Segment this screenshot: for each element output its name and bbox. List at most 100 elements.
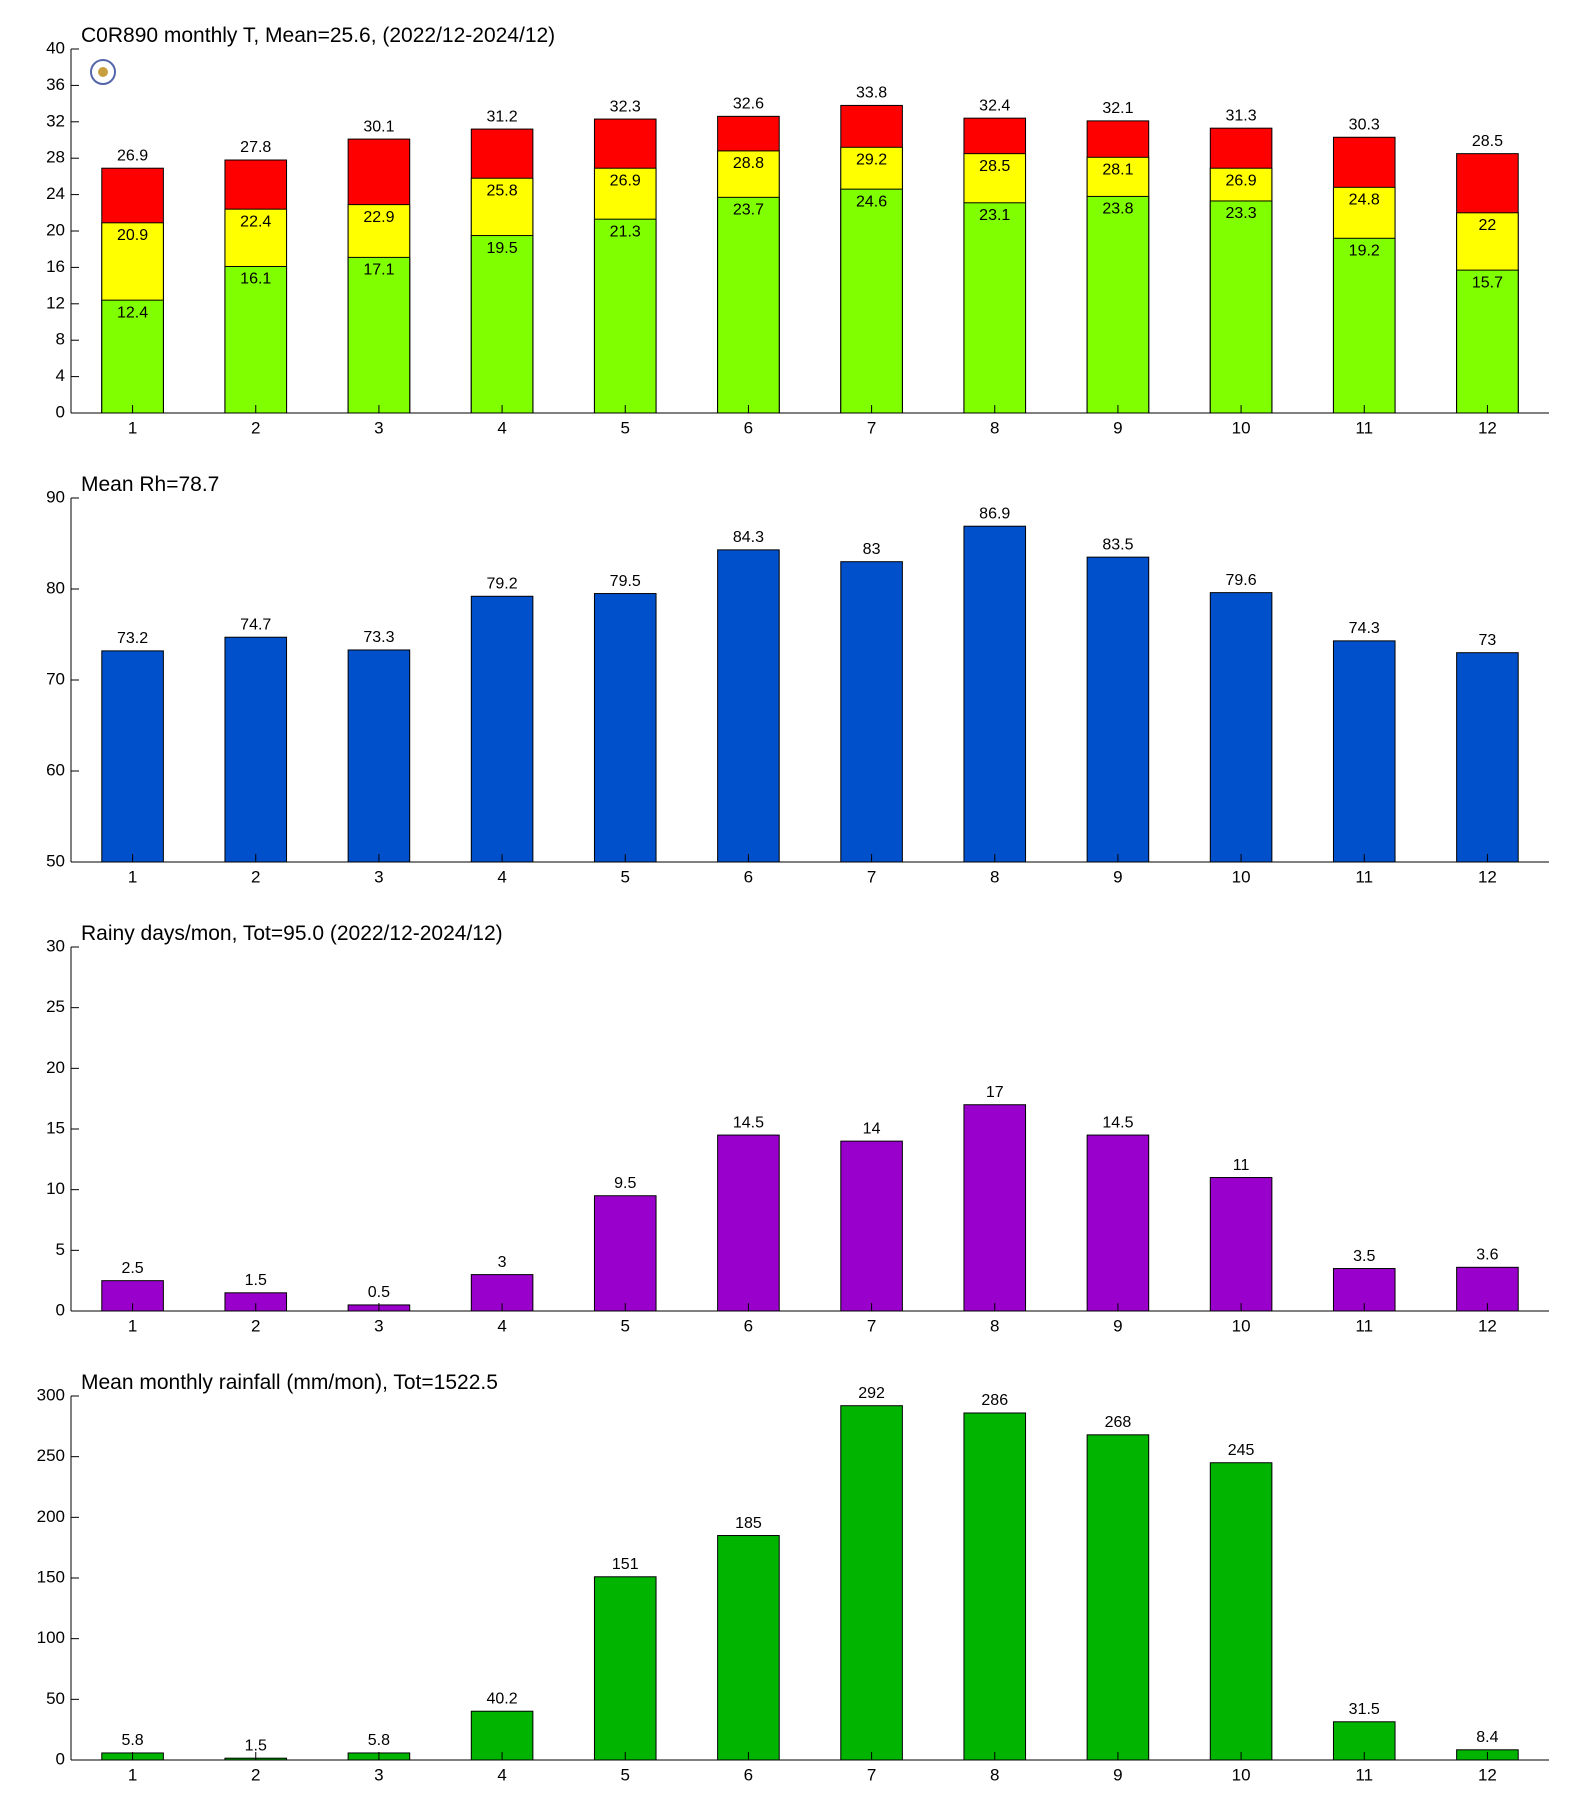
value-label: 74.7 xyxy=(240,616,271,633)
y-tick-label: 0 xyxy=(56,402,65,421)
value-label: 30.3 xyxy=(1349,116,1380,133)
y-tick-label: 70 xyxy=(46,669,65,688)
value-label: 11 xyxy=(1233,1157,1250,1174)
value-label: 151 xyxy=(612,1556,639,1573)
value-label: 21.3 xyxy=(610,223,641,240)
x-tick-label: 8 xyxy=(990,418,999,437)
bar xyxy=(717,1535,780,1761)
value-label: 31.3 xyxy=(1226,107,1257,124)
x-tick-label: 1 xyxy=(128,867,137,886)
x-tick-label: 4 xyxy=(497,867,506,886)
y-tick-label: 150 xyxy=(37,1567,65,1586)
bar xyxy=(840,188,903,414)
value-label: 31.2 xyxy=(487,108,518,125)
y-tick-label: 15 xyxy=(46,1118,65,1137)
bar xyxy=(963,202,1027,414)
value-label: 23.8 xyxy=(1102,201,1133,218)
value-label: 2.5 xyxy=(121,1260,143,1277)
chart-title: C0R890 monthly T, Mean=25.6, (2022/12-20… xyxy=(81,24,555,47)
bar xyxy=(347,256,411,414)
value-label: 25.8 xyxy=(487,182,518,199)
value-label: 1.5 xyxy=(245,1737,267,1754)
value-label: 24.8 xyxy=(1349,192,1380,209)
value-label: 84.3 xyxy=(733,529,764,546)
value-label: 79.2 xyxy=(487,575,518,592)
value-label: 33.8 xyxy=(856,85,887,102)
x-tick-label: 10 xyxy=(1232,1316,1251,1335)
bar xyxy=(593,1195,657,1312)
bar xyxy=(1209,200,1273,414)
x-tick-label: 8 xyxy=(990,1765,999,1784)
chart-title: Mean monthly rainfall (mm/mon), Tot=1522… xyxy=(81,1371,498,1394)
value-label: 73.3 xyxy=(363,629,394,646)
x-tick-label: 2 xyxy=(251,867,260,886)
value-label: 29.2 xyxy=(856,151,887,168)
value-label: 1.5 xyxy=(245,1272,267,1289)
value-label: 40.2 xyxy=(487,1690,518,1707)
value-label: 14.5 xyxy=(733,1114,764,1131)
x-tick-label: 4 xyxy=(497,1316,506,1335)
value-label: 86.9 xyxy=(979,505,1010,522)
value-label: 185 xyxy=(735,1515,762,1532)
y-tick-label: 20 xyxy=(46,220,65,239)
x-tick-label: 1 xyxy=(128,1765,137,1784)
x-tick-label: 1 xyxy=(128,418,137,437)
bar xyxy=(1209,592,1273,863)
value-label: 83 xyxy=(863,541,881,558)
value-label: 9.5 xyxy=(614,1175,636,1192)
bar xyxy=(1086,556,1150,863)
x-tick-label: 7 xyxy=(867,1765,876,1784)
x-tick-label: 2 xyxy=(251,1316,260,1335)
bar xyxy=(840,1140,903,1312)
bar xyxy=(963,1104,1027,1312)
value-label: 73.2 xyxy=(117,630,148,647)
bar xyxy=(717,196,780,414)
value-label: 3.6 xyxy=(1476,1247,1498,1264)
value-label: 28.8 xyxy=(733,155,764,172)
x-tick-label: 8 xyxy=(990,1316,999,1335)
x-tick-label: 1 xyxy=(128,1316,137,1335)
x-tick-label: 3 xyxy=(374,418,383,437)
bar xyxy=(1086,195,1150,414)
bar xyxy=(470,1710,534,1761)
bar xyxy=(1456,652,1519,863)
value-label: 26.9 xyxy=(117,147,148,164)
value-label: 32.3 xyxy=(610,98,641,115)
value-label: 23.1 xyxy=(979,207,1010,224)
value-label: 22.4 xyxy=(240,213,271,230)
x-tick-label: 2 xyxy=(251,418,260,437)
y-tick-label: 0 xyxy=(56,1749,65,1768)
y-tick-label: 80 xyxy=(46,578,65,597)
x-tick-label: 5 xyxy=(621,1765,630,1784)
y-tick-label: 36 xyxy=(46,75,65,94)
value-label: 79.6 xyxy=(1226,572,1257,589)
x-tick-label: 7 xyxy=(867,1316,876,1335)
y-tick-label: 32 xyxy=(46,111,65,130)
value-label: 12.4 xyxy=(117,304,148,321)
x-tick-label: 12 xyxy=(1478,418,1497,437)
value-label: 32.4 xyxy=(979,97,1010,114)
bar xyxy=(1209,1177,1273,1312)
x-tick-label: 7 xyxy=(867,867,876,886)
x-tick-label: 9 xyxy=(1113,1316,1122,1335)
x-tick-label: 11 xyxy=(1355,418,1373,437)
y-tick-label: 28 xyxy=(46,148,65,167)
y-tick-label: 5 xyxy=(56,1240,65,1259)
x-tick-label: 9 xyxy=(1113,867,1122,886)
value-label: 32.1 xyxy=(1102,100,1133,117)
value-label: 26.9 xyxy=(1226,172,1257,189)
y-tick-label: 40 xyxy=(46,38,65,57)
y-tick-label: 24 xyxy=(46,184,65,203)
y-tick-label: 100 xyxy=(37,1628,65,1647)
value-label: 30.1 xyxy=(363,118,394,135)
x-tick-label: 6 xyxy=(744,1765,753,1784)
bar xyxy=(1086,1434,1150,1761)
y-tick-label: 50 xyxy=(46,1689,65,1708)
value-label: 286 xyxy=(981,1392,1008,1409)
value-label: 292 xyxy=(858,1385,885,1402)
value-label: 20.9 xyxy=(117,227,148,244)
y-tick-label: 300 xyxy=(37,1385,65,1404)
y-tick-label: 25 xyxy=(46,997,65,1016)
bar xyxy=(963,1412,1027,1761)
